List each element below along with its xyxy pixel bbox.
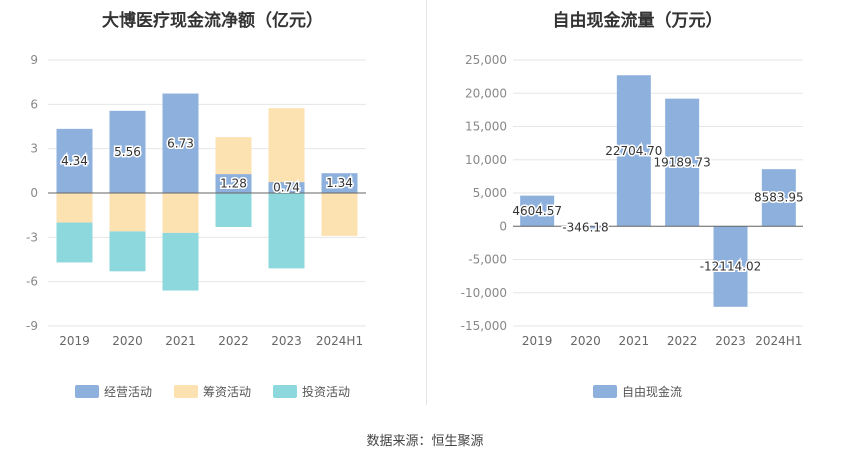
bar bbox=[162, 193, 199, 233]
bar bbox=[215, 193, 252, 227]
bar bbox=[713, 226, 748, 307]
y-tick-label: 15,000 bbox=[465, 120, 507, 134]
y-tick-label: -15,000 bbox=[461, 319, 507, 333]
free-cash-flow-chart: 25,000 20,000 15,000 10,000 5,000 0 -5,000 -10,… bbox=[461, 53, 805, 348]
y-tick-label: 6 bbox=[30, 97, 38, 111]
data-label: 22704.70 bbox=[605, 144, 662, 158]
legend-label-financing: 筹资活动 bbox=[202, 385, 251, 399]
data-label: 5.56 bbox=[114, 145, 141, 159]
x-tick-label: 2023 bbox=[715, 334, 746, 348]
y-tick-label: 0 bbox=[499, 219, 507, 233]
bar bbox=[109, 193, 146, 232]
legend-item-investing[interactable]: 投资活动 bbox=[273, 383, 350, 400]
bar bbox=[215, 174, 252, 193]
free-cash-flow-chart-panel: 自由现金流量（万元） 25,000 20,000 15,000 10,000 5,000… bbox=[425, 0, 850, 420]
data-label: 8583.95 bbox=[754, 191, 804, 205]
bar bbox=[162, 93, 199, 193]
x-tick-label: 2021 bbox=[619, 334, 650, 348]
x-tick-label: 2021 bbox=[165, 334, 196, 348]
data-label: 6.73 bbox=[167, 136, 194, 150]
x-tick-label: 2020 bbox=[570, 334, 601, 348]
bar bbox=[321, 173, 358, 193]
left-legend: 经营活动 筹资活动 投资活动 bbox=[0, 383, 425, 400]
bar bbox=[616, 75, 651, 227]
legend-swatch-free-cash-flow bbox=[592, 385, 617, 398]
legend-swatch-financing bbox=[173, 385, 198, 398]
legend-item-operating[interactable]: 经营活动 bbox=[74, 383, 152, 400]
x-tick-label: 2024H1 bbox=[755, 334, 802, 348]
legend-item-financing[interactable]: 筹资活动 bbox=[173, 383, 251, 400]
bar bbox=[568, 226, 603, 229]
y-tick-label: -6 bbox=[26, 275, 38, 289]
y-tick-label: -9 bbox=[26, 319, 38, 333]
data-label: 4.34 bbox=[61, 154, 88, 168]
bar bbox=[56, 222, 93, 263]
x-tick-label: 2022 bbox=[667, 334, 698, 348]
cash-flow-chart: 9 6 3 0 -3 -6 -9 2019 2020 2021 2022 2023 2024H1 4.34… bbox=[26, 53, 366, 348]
x-tick-label: 2023 bbox=[271, 334, 302, 348]
data-label: 0.74 bbox=[273, 181, 300, 195]
cash-flow-chart-panel: 大博医疗现金流净额（亿元） 9 6 3 0 -3 -6 -9 2019 2020 2021 2022… bbox=[0, 0, 425, 420]
x-tick-label: 2024H1 bbox=[316, 334, 363, 348]
y-tick-label: 10,000 bbox=[465, 153, 507, 167]
x-tick-label: 2020 bbox=[112, 334, 143, 348]
bar bbox=[268, 182, 305, 193]
y-tick-label: -10,000 bbox=[461, 286, 507, 300]
data-source: 数据来源：恒生聚源 bbox=[366, 434, 484, 449]
y-tick-label: 20,000 bbox=[465, 86, 507, 100]
y-tick-label: 3 bbox=[30, 142, 38, 156]
data-label: 1.34 bbox=[326, 176, 353, 190]
x-tick-label: 2019 bbox=[522, 334, 553, 348]
legend-swatch-operating bbox=[74, 385, 99, 398]
y-tick-label: 5,000 bbox=[473, 186, 507, 200]
bar bbox=[56, 128, 93, 193]
bar bbox=[162, 232, 199, 291]
right-chart-title: 自由现金流量（万元） bbox=[552, 11, 723, 31]
x-tick-label: 2022 bbox=[218, 334, 249, 348]
y-tick-label: -5,000 bbox=[468, 253, 507, 267]
x-tick-label: 2019 bbox=[59, 334, 90, 348]
bar bbox=[665, 98, 700, 227]
legend-swatch-investing bbox=[273, 385, 297, 398]
bar bbox=[268, 108, 305, 183]
y-tick-label: 25,000 bbox=[465, 53, 507, 67]
y-tick-label: 0 bbox=[30, 186, 38, 200]
legend-label-free-cash-flow: 自由现金流 bbox=[621, 385, 682, 399]
bar bbox=[321, 193, 358, 236]
bar bbox=[268, 193, 305, 269]
bar bbox=[56, 193, 93, 223]
bar bbox=[109, 110, 146, 193]
y-tick-label: 9 bbox=[30, 53, 38, 67]
data-label: -346.18 bbox=[562, 220, 608, 234]
y-tick-label: -3 bbox=[26, 230, 38, 244]
bar bbox=[761, 169, 796, 227]
data-label: 4604.57 bbox=[512, 204, 562, 218]
bar bbox=[520, 195, 555, 227]
data-label: 19189.73 bbox=[654, 155, 711, 169]
data-label: -12114.02 bbox=[700, 260, 762, 274]
right-legend: 自由现金流 bbox=[425, 383, 850, 400]
left-chart-title: 大博医疗现金流净额（亿元） bbox=[102, 11, 323, 31]
panel-divider bbox=[426, 0, 427, 405]
legend-label-operating: 经营活动 bbox=[103, 385, 152, 399]
bar bbox=[109, 231, 146, 272]
legend-label-investing: 投资活动 bbox=[302, 385, 351, 399]
data-label: 1.28 bbox=[220, 177, 247, 191]
bar bbox=[215, 137, 252, 175]
legend-item-free-cash-flow[interactable]: 自由现金流 bbox=[592, 383, 682, 400]
